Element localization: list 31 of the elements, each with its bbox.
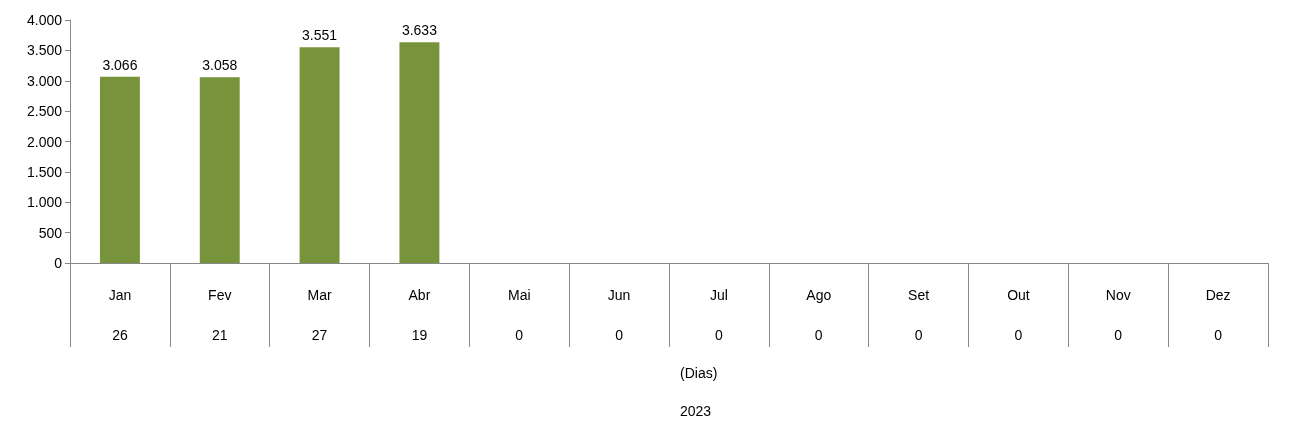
y-tick-label: 4.000	[26, 12, 63, 28]
bar	[199, 77, 240, 263]
y-tick-label: 1.500	[26, 163, 63, 180]
category-label: Jun 0	[607, 287, 631, 343]
category-label: Abr 19	[408, 287, 431, 343]
category-label: Mai 0	[507, 287, 531, 343]
category-label: Jul 0	[709, 287, 728, 343]
data-label: 3.066	[102, 56, 138, 73]
text: 2023	[679, 403, 712, 419]
category-label: Out 0	[1007, 287, 1030, 343]
bar	[99, 76, 140, 263]
y-tick-label: 3.000	[26, 72, 63, 89]
category-label: Fev 21	[208, 287, 232, 343]
category-label: Mar 27	[307, 287, 332, 343]
category-label: Dez 0	[1205, 287, 1231, 343]
y-tick-label: 3.500	[26, 42, 63, 59]
y-tick-label: 2.500	[26, 103, 63, 120]
data-label: 3.058	[202, 57, 238, 74]
category-label: Set 0	[908, 287, 930, 343]
bar	[299, 47, 340, 263]
y-tick-label: 1.000	[26, 194, 63, 211]
category-label: Jan 26	[108, 287, 132, 343]
y-tick-label: 0	[54, 255, 63, 271]
bar	[399, 42, 440, 263]
data-label: 3.633	[401, 22, 438, 39]
text: (Dias)	[679, 365, 718, 381]
category-label: Nov 0	[1105, 287, 1131, 343]
y-tick-label: 500	[38, 224, 63, 241]
category-label: Ago 0	[806, 287, 832, 343]
data-label: 3.551	[302, 27, 338, 44]
y-tick-label: 2.000	[26, 133, 63, 150]
